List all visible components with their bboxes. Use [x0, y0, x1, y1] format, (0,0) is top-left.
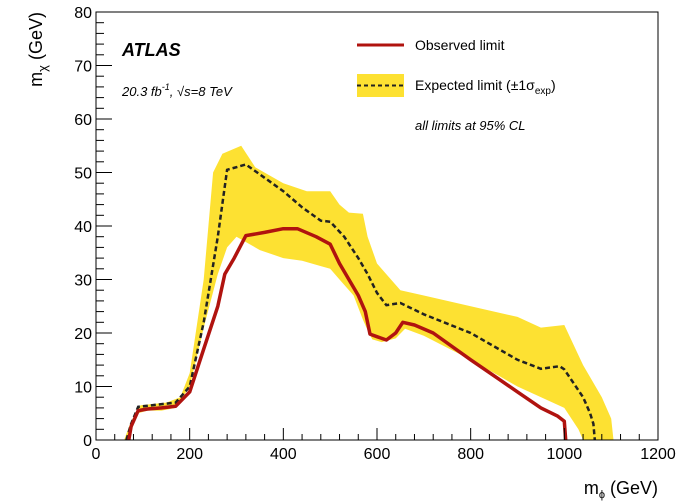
x-tick-label: 1200 [640, 446, 676, 463]
legend: Observed limit Expected limit (±1σexp) [357, 37, 556, 97]
x-tick-label: 200 [176, 446, 203, 463]
expected-limit-line [125, 163, 597, 441]
y-axis-title: mχ (GeV) [26, 12, 50, 87]
experiment-label: ATLAS [121, 40, 181, 60]
x-tick-label: 600 [364, 446, 391, 463]
legend-observed-label: Observed limit [415, 37, 505, 53]
y-tick-label: 60 [74, 112, 92, 129]
expected-limit-band [124, 145, 614, 441]
y-tick-label: 70 [74, 59, 92, 76]
y-tick-label: 0 [83, 433, 92, 450]
luminosity-label: 20.3 fb-1, √s=8 TeV [121, 82, 233, 99]
x-axis-ticks: 0 200 400 600 800 1000 1200 [92, 428, 676, 463]
y-tick-label: 20 [74, 326, 92, 343]
plot-area-group [124, 145, 614, 441]
y-tick-label: 50 [74, 166, 92, 183]
x-tick-label: 800 [457, 446, 484, 463]
observed-limit-line [127, 226, 568, 441]
x-tick-label: 400 [270, 446, 297, 463]
y-tick-label: 40 [74, 219, 92, 236]
legend-expected-label: Expected limit (±1σexp) [415, 77, 556, 97]
x-axis-title: mϕ (GeV) [584, 478, 658, 501]
x-tick-label: 0 [92, 446, 101, 463]
y-tick-label: 10 [74, 380, 92, 397]
y-tick-label: 30 [74, 273, 92, 290]
y-tick-label: 80 [74, 5, 92, 22]
y-axis-ticks: 0 10 20 30 40 50 60 70 80 [74, 5, 112, 450]
x-tick-label: 1000 [547, 446, 583, 463]
confidence-level-note: all limits at 95% CL [415, 118, 526, 133]
